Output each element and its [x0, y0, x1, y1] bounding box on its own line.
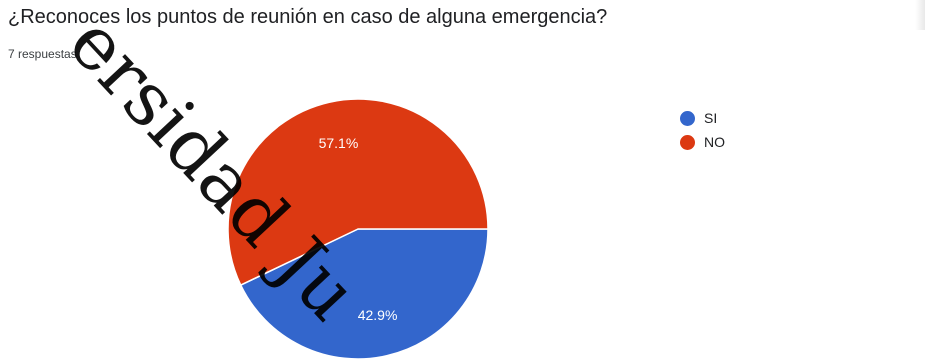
question-title: ¿Reconoces los puntos de reunión en caso…: [8, 6, 608, 28]
legend-item-no: NO: [680, 130, 725, 154]
legend-label-si: SI: [704, 110, 718, 126]
response-count: 7 respuestas: [8, 47, 77, 61]
chart-legend: SI NO: [680, 106, 725, 154]
legend-swatch-si: [680, 110, 695, 126]
legend-swatch-no: [680, 134, 695, 150]
pie-slice-si: [239, 228, 489, 360]
slice-label-no: 57.1%: [319, 135, 359, 151]
slice-label-si: 42.9%: [358, 307, 398, 323]
legend-label-no: NO: [704, 134, 725, 150]
legend-item-si: SI: [680, 106, 725, 130]
card-edge: [915, 0, 925, 30]
pie-slice-no: [227, 98, 489, 287]
